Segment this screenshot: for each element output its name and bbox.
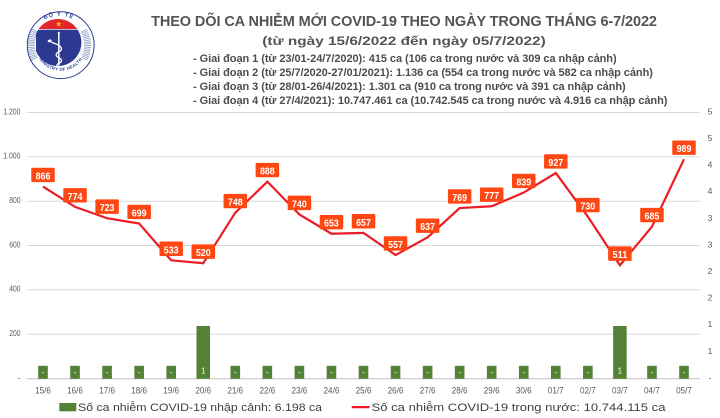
svg-text:17/6: 17/6 <box>99 386 115 396</box>
svg-text:2: 2 <box>708 293 713 303</box>
svg-text:-: - <box>106 368 109 377</box>
svg-text:557: 557 <box>388 240 403 251</box>
svg-text:-: - <box>458 368 461 377</box>
svg-text:730: 730 <box>580 202 595 213</box>
svg-text:01/7: 01/7 <box>548 386 564 396</box>
svg-text:-: - <box>709 372 712 382</box>
svg-text:657: 657 <box>356 218 371 229</box>
svg-text:-: - <box>522 368 525 377</box>
svg-text:777: 777 <box>484 191 499 202</box>
svg-text:30/6: 30/6 <box>516 386 532 396</box>
svg-text:04/7: 04/7 <box>644 386 660 396</box>
svg-text:19/6: 19/6 <box>163 386 179 396</box>
svg-text:-: - <box>362 368 365 377</box>
svg-text:Số ca nhiễm COVID-19 nhập cảnh: Số ca nhiễm COVID-19 nhập cảnh: 6.198 ca <box>78 401 322 414</box>
svg-text:5: 5 <box>708 133 713 143</box>
svg-text:4: 4 <box>708 160 713 170</box>
svg-text:-: - <box>138 368 141 377</box>
svg-text:3: 3 <box>708 239 713 249</box>
svg-text:-: - <box>683 368 686 377</box>
svg-text:-: - <box>651 368 654 377</box>
svg-text:-: - <box>587 368 590 377</box>
svg-text:888: 888 <box>260 167 275 178</box>
svg-text:520: 520 <box>196 248 211 259</box>
svg-text:02/7: 02/7 <box>580 386 596 396</box>
svg-text:20/6: 20/6 <box>195 386 211 396</box>
svg-text:-: - <box>42 368 45 377</box>
svg-text:15/6: 15/6 <box>35 386 51 396</box>
svg-text:22/6: 22/6 <box>259 386 275 396</box>
svg-text:989: 989 <box>677 144 692 155</box>
svg-text:4: 4 <box>708 186 713 196</box>
svg-text:740: 740 <box>292 199 307 210</box>
svg-text:05/7: 05/7 <box>676 386 692 396</box>
svg-text:1: 1 <box>201 367 206 376</box>
svg-text:866: 866 <box>36 171 51 182</box>
svg-text:-: - <box>554 368 557 377</box>
svg-text:-: - <box>234 368 237 377</box>
svg-text:-: - <box>394 368 397 377</box>
svg-text:25/6: 25/6 <box>356 386 372 396</box>
svg-text:-: - <box>298 368 301 377</box>
svg-text:723: 723 <box>100 203 115 214</box>
svg-text:200: 200 <box>9 328 21 338</box>
svg-text:511: 511 <box>613 250 628 261</box>
svg-text:16/6: 16/6 <box>67 386 83 396</box>
svg-text:1.000: 1.000 <box>3 151 21 161</box>
svg-text:-: - <box>330 368 333 377</box>
svg-text:-: - <box>170 368 173 377</box>
svg-text:3: 3 <box>708 213 713 223</box>
svg-text:03/7: 03/7 <box>612 386 628 396</box>
svg-text:774: 774 <box>68 192 83 203</box>
svg-text:24/6: 24/6 <box>324 386 340 396</box>
svg-text:769: 769 <box>452 193 467 204</box>
svg-text:1.200: 1.200 <box>3 106 21 116</box>
svg-text:26/6: 26/6 <box>388 386 404 396</box>
svg-text:637: 637 <box>420 222 435 233</box>
svg-text:699: 699 <box>132 208 147 219</box>
svg-text:748: 748 <box>228 198 243 209</box>
svg-text:-: - <box>426 368 429 377</box>
svg-text:28/6: 28/6 <box>452 386 468 396</box>
svg-text:400: 400 <box>9 284 21 294</box>
svg-text:5: 5 <box>708 106 713 116</box>
svg-text:21/6: 21/6 <box>227 386 243 396</box>
svg-text:-: - <box>266 368 269 377</box>
svg-text:839: 839 <box>516 177 531 188</box>
svg-text:BỘ Y TẾ: BỘ Y TẾ <box>43 10 75 21</box>
svg-text:-: - <box>74 368 77 377</box>
svg-text:23/6: 23/6 <box>292 386 308 396</box>
svg-text:1: 1 <box>618 367 623 376</box>
svg-text:927: 927 <box>548 158 563 169</box>
svg-text:1: 1 <box>708 319 713 329</box>
svg-text:-: - <box>490 368 493 377</box>
svg-text:800: 800 <box>9 195 21 205</box>
svg-text:-: - <box>18 372 21 382</box>
svg-text:27/6: 27/6 <box>420 386 436 396</box>
svg-text:Số ca nhiễm COVID-19 trong nướ: Số ca nhiễm COVID-19 trong nước: 10.744.… <box>372 401 666 414</box>
svg-text:29/6: 29/6 <box>484 386 500 396</box>
svg-text:600: 600 <box>9 239 21 249</box>
svg-text:653: 653 <box>324 219 339 230</box>
svg-text:533: 533 <box>164 245 179 256</box>
svg-text:1: 1 <box>708 346 713 356</box>
svg-text:685: 685 <box>645 212 660 223</box>
svg-text:18/6: 18/6 <box>131 386 147 396</box>
svg-text:2: 2 <box>708 266 713 276</box>
